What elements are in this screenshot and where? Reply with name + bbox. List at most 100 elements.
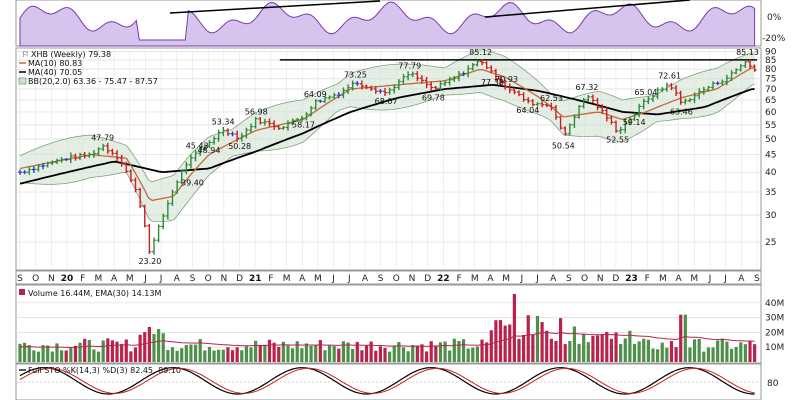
volume-bar <box>466 348 470 362</box>
price-bar <box>41 162 46 170</box>
volume-bar <box>59 350 64 362</box>
volume-bar <box>36 351 41 362</box>
volume-bar <box>485 342 489 362</box>
legend-ma10: MA(10) 80.83 <box>28 59 82 68</box>
x-label-27: 22 <box>437 274 450 284</box>
price-bar <box>244 127 249 139</box>
price-bar <box>54 158 59 165</box>
price-bar <box>96 147 101 156</box>
volume-bar <box>424 351 429 362</box>
price-bar <box>128 169 133 183</box>
volume-bar <box>586 342 590 362</box>
sto-tick-80: 80 <box>767 379 779 389</box>
price-bar <box>512 87 517 95</box>
price-tick-85: 85 <box>765 56 776 66</box>
volume-bar <box>32 350 36 362</box>
price-annotation-13: 69.78 <box>422 93 445 102</box>
volume-bar <box>711 347 715 362</box>
price-bar <box>734 68 739 75</box>
price-bar <box>346 84 351 94</box>
rsi-trendlines <box>169 0 691 18</box>
x-label-15: 21 <box>249 274 262 284</box>
x-label-24: O <box>393 274 400 284</box>
price-bar <box>369 85 374 91</box>
price-tick-60: 60 <box>765 108 777 118</box>
volume-bar <box>198 339 202 362</box>
price-annotation-18: 62.53 <box>540 94 563 103</box>
price-annotation-5: 48.94 <box>198 146 221 155</box>
price-bar <box>503 79 508 90</box>
price-bar <box>359 80 364 90</box>
x-label-44: J <box>708 274 712 284</box>
price-bar <box>655 87 660 100</box>
volume-bar <box>78 342 82 362</box>
volume-bar <box>351 348 355 362</box>
volume-bar <box>355 341 359 362</box>
volume-bar <box>73 345 78 362</box>
volume-bar <box>669 341 674 362</box>
price-bar <box>45 161 50 168</box>
volume-bar <box>286 345 290 362</box>
price-bar <box>50 160 55 166</box>
x-label-34: A <box>550 274 557 284</box>
volume-bar <box>309 345 313 362</box>
price-bar <box>202 144 207 151</box>
x-axis: S O N 20 F M A M J J A S O N D 21 F M A M J J A S O N D 22 F M A M J J A S O… <box>15 270 762 285</box>
volume-bar <box>577 343 581 362</box>
price-bar <box>101 143 106 152</box>
price-bar <box>572 114 577 128</box>
volume-bar <box>434 345 438 362</box>
volume-bar <box>133 347 138 362</box>
price-bar <box>179 169 184 184</box>
volume-bar <box>674 347 678 362</box>
price-bar <box>392 84 397 94</box>
price-bar <box>701 86 706 95</box>
price-bar <box>309 106 314 117</box>
price-bar <box>304 112 309 121</box>
volume-bar <box>716 340 720 362</box>
price-bar <box>752 64 757 72</box>
price-annotation-19: 50.54 <box>552 141 575 150</box>
price-bar <box>590 94 595 103</box>
x-label-17: M <box>283 274 291 284</box>
volume-bar <box>143 332 147 362</box>
volume-bar <box>138 334 142 362</box>
volume-bar <box>212 350 216 362</box>
price-bar <box>637 103 642 118</box>
volume-bar <box>526 315 530 362</box>
x-label-18: A <box>299 274 306 284</box>
volume-bar <box>605 331 609 362</box>
volume-bar <box>549 338 553 362</box>
volume-bar <box>327 345 332 362</box>
price-bar <box>484 61 489 70</box>
volume-bar <box>651 348 655 362</box>
x-label-20: J <box>331 274 335 284</box>
volume-bar <box>184 345 188 362</box>
price-bar <box>646 96 651 105</box>
price-bar <box>225 128 230 136</box>
volume-bar <box>540 322 544 362</box>
price-bar <box>424 76 429 89</box>
price-annotation-4: 53.34 <box>212 117 235 126</box>
volume-tick-1: 20M <box>765 328 784 338</box>
price-bar <box>544 103 549 108</box>
price-annotation-8: 64.09 <box>304 90 327 99</box>
volume-bar <box>729 348 734 362</box>
price-bar <box>489 65 494 74</box>
price-annotation-15: 77.38 <box>481 78 504 87</box>
x-label-45: J <box>723 274 727 284</box>
volume-bar <box>46 345 50 362</box>
price-bar <box>105 142 110 154</box>
volume-bar <box>221 349 225 362</box>
price-bar <box>299 115 304 122</box>
volume-bar <box>642 338 646 362</box>
price-bar <box>221 126 226 137</box>
volume-bar <box>332 346 336 362</box>
price-annotation-9: 58.17 <box>292 121 315 130</box>
price-bar <box>188 154 193 169</box>
volume-bar <box>106 338 110 362</box>
price-tick-50: 50 <box>765 135 777 145</box>
volume-bar <box>180 348 184 362</box>
volume-bar <box>263 344 267 362</box>
